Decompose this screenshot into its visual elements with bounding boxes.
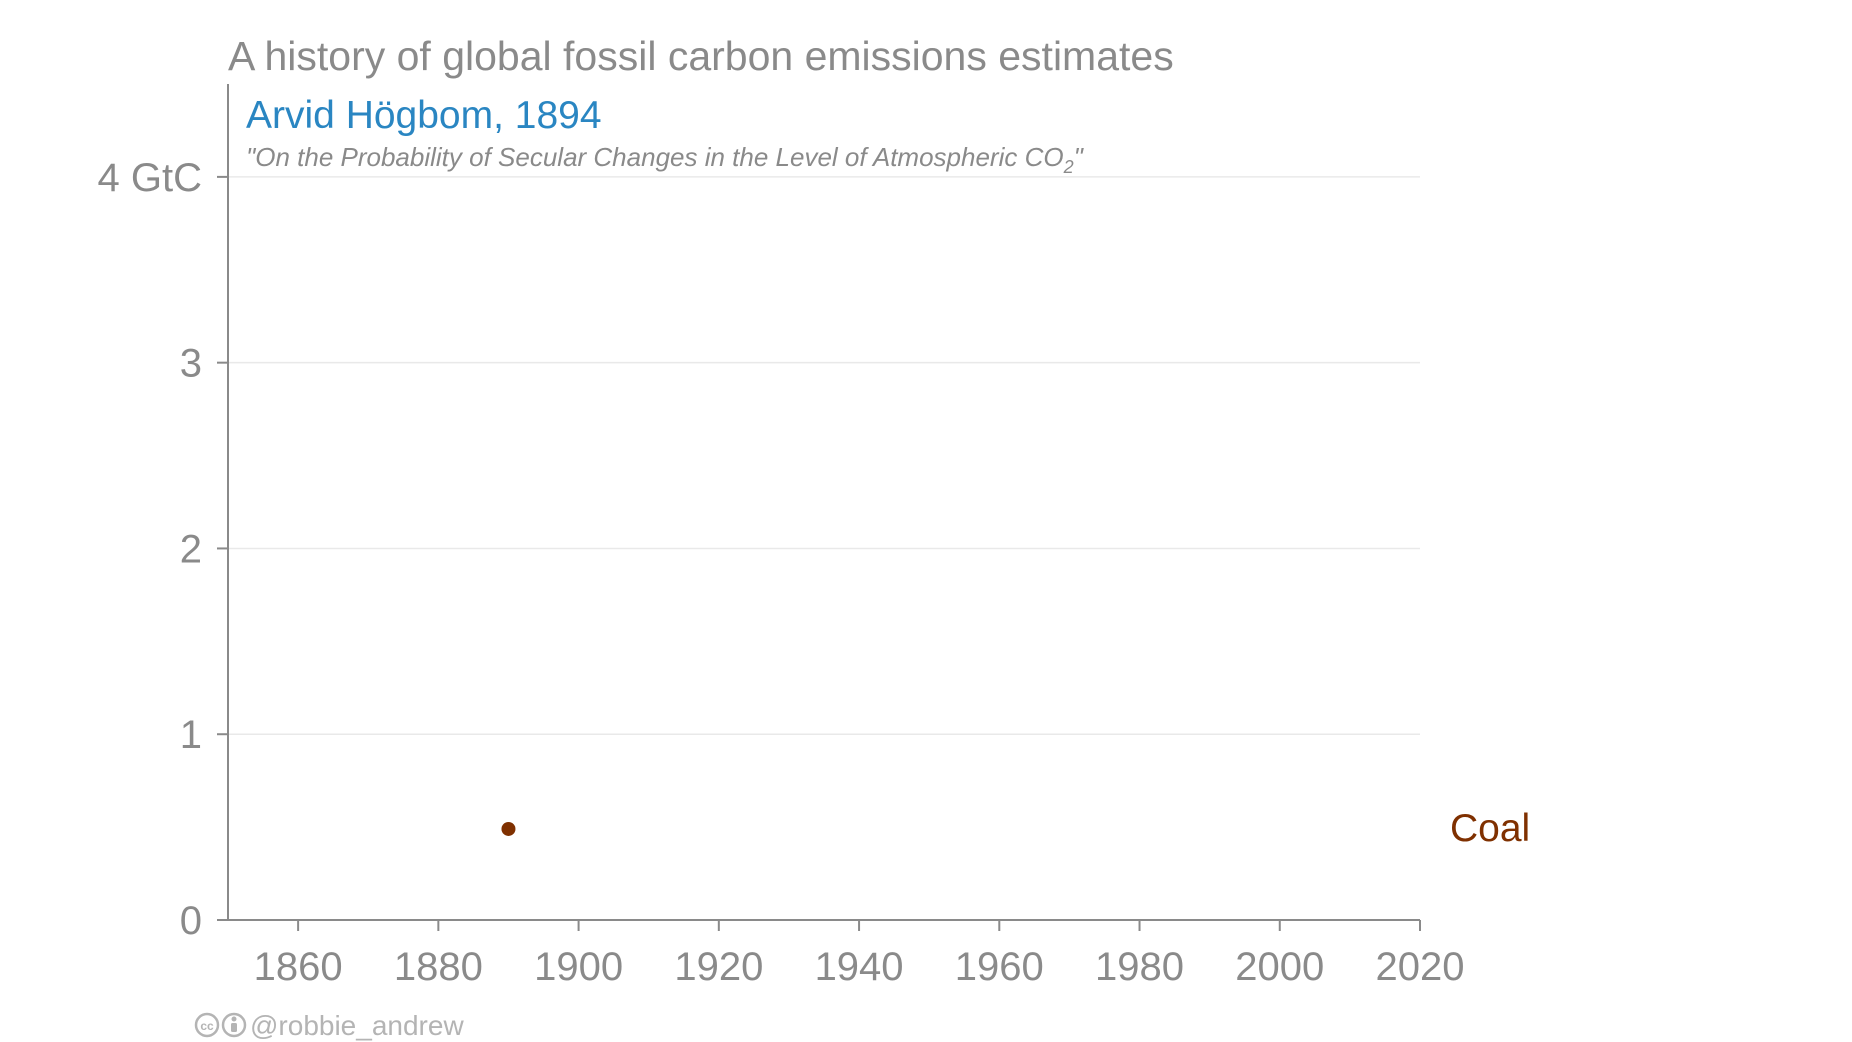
- data-points: [501, 822, 515, 836]
- attribution-icon: [223, 1014, 245, 1036]
- x-tick-labels: 1860 1880 1900 1920 1940 1960 1980 2000 2020: [254, 945, 1465, 989]
- y-tick-label-4: 4 GtC: [98, 156, 202, 200]
- y-tick-label-2: 2: [180, 527, 202, 571]
- chart-title: A history of global fossil carbon emissi…: [228, 33, 1174, 79]
- credit: cc @robbie_andrew: [196, 1010, 464, 1041]
- y-tick-label-1: 1: [180, 713, 202, 757]
- creative-commons-icon: cc: [196, 1014, 218, 1036]
- x-tick-label-1920: 1920: [674, 945, 763, 989]
- x-tick-label-2000: 2000: [1235, 945, 1324, 989]
- paper-title: "On the Probability of Secular Changes i…: [246, 142, 1085, 177]
- author-label: Arvid Högbom, 1894: [246, 94, 602, 137]
- paper-title-main: "On the Probability of Secular Changes i…: [246, 142, 1064, 172]
- x-tick-label-2020: 2020: [1376, 945, 1465, 989]
- axes: [228, 84, 1420, 920]
- x-tick-label-1880: 1880: [394, 945, 483, 989]
- paper-title-subscript: 2: [1063, 157, 1074, 177]
- coal-series-label: Coal: [1450, 807, 1530, 850]
- x-tick-label-1900: 1900: [534, 945, 623, 989]
- credit-handle: @robbie_andrew: [250, 1010, 464, 1041]
- x-tick-label-1940: 1940: [815, 945, 904, 989]
- y-tick-label-0: 0: [180, 899, 202, 943]
- x-tick-label-1980: 1980: [1095, 945, 1184, 989]
- x-tick-label-1960: 1960: [955, 945, 1044, 989]
- series-labels: Coal: [1450, 807, 1530, 850]
- y-tick-labels: 0 1 2 3 4 GtC: [98, 156, 202, 943]
- coal-point-0: [501, 822, 515, 836]
- y-tick-label-3: 3: [180, 342, 202, 386]
- tick-marks: [217, 177, 1420, 931]
- paper-title-end: ": [1074, 142, 1085, 172]
- svg-text:cc: cc: [200, 1019, 214, 1033]
- x-tick-label-1860: 1860: [254, 945, 343, 989]
- gridlines: [228, 177, 1420, 734]
